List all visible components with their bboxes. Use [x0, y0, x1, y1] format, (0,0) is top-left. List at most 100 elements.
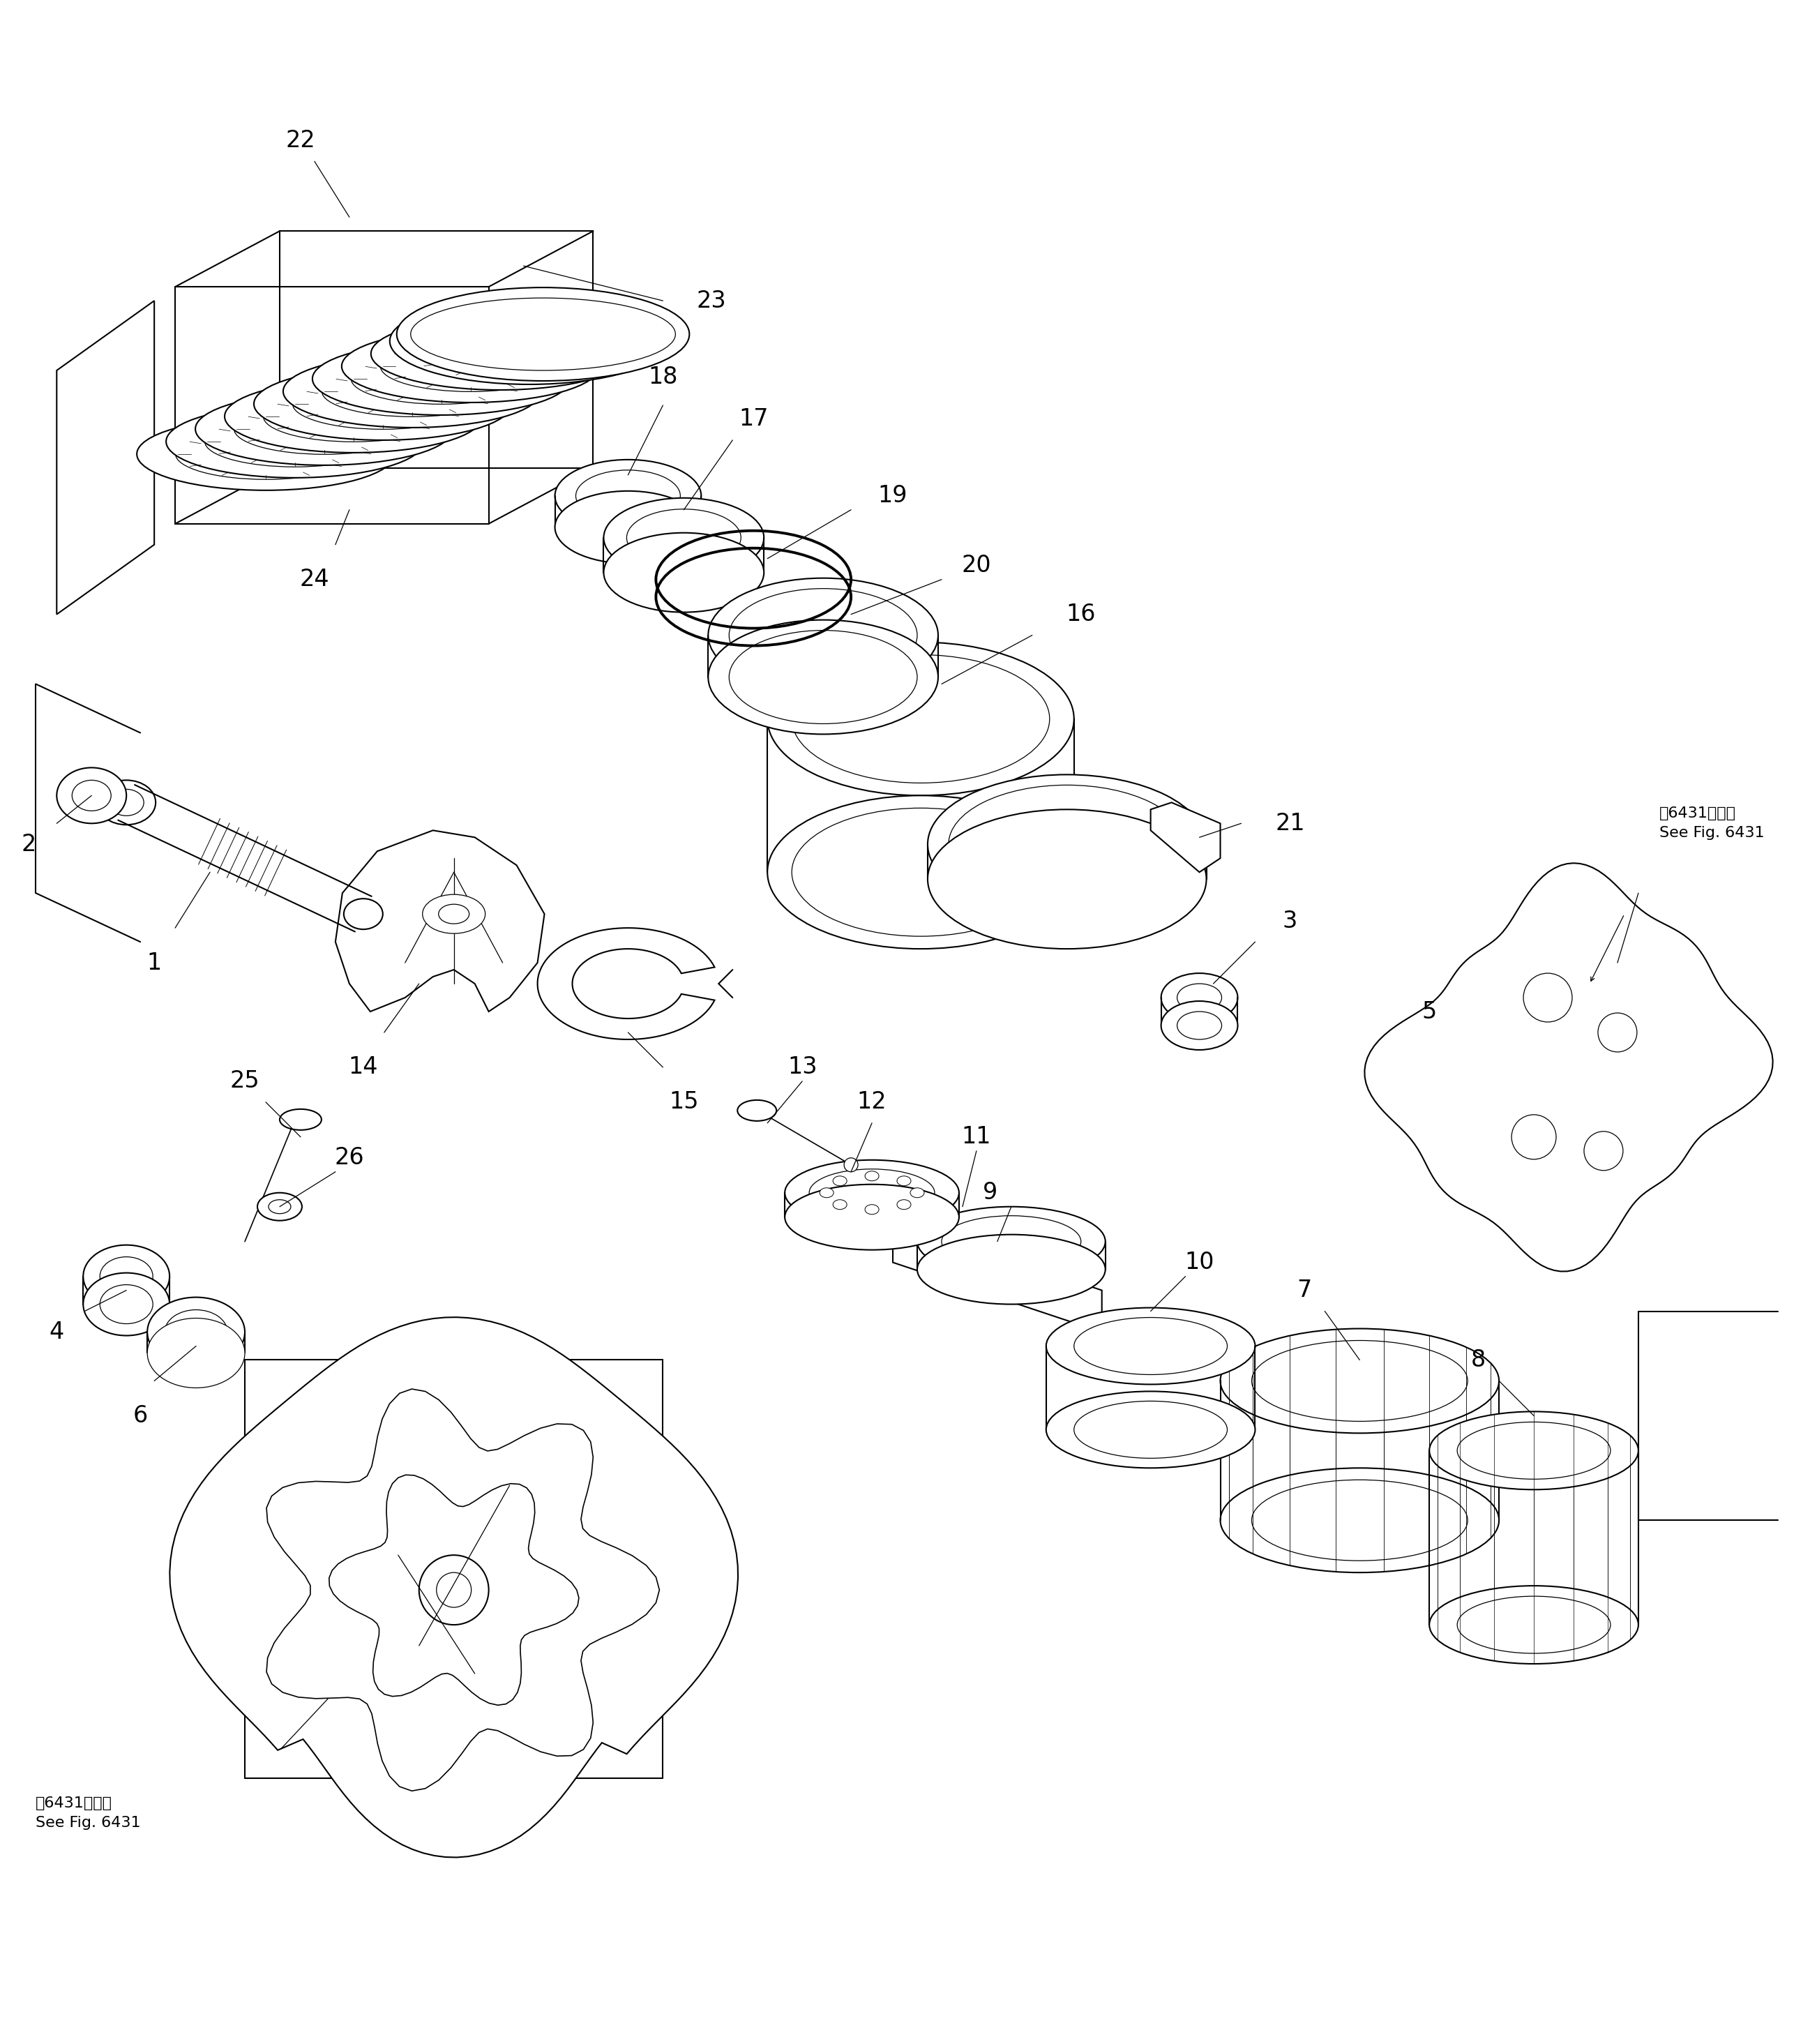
Text: 5: 5 [1423, 1000, 1437, 1024]
Polygon shape [336, 830, 545, 1012]
Text: 2: 2 [22, 832, 36, 856]
Ellipse shape [1221, 1468, 1499, 1572]
Text: 1: 1 [147, 950, 162, 975]
Ellipse shape [293, 378, 472, 429]
Ellipse shape [351, 354, 532, 405]
Ellipse shape [1252, 1341, 1468, 1421]
Ellipse shape [865, 1204, 879, 1214]
Ellipse shape [136, 417, 394, 491]
Text: 15: 15 [669, 1091, 698, 1114]
Polygon shape [538, 928, 714, 1040]
Ellipse shape [280, 1110, 322, 1130]
Polygon shape [329, 1476, 580, 1705]
Text: 17: 17 [740, 407, 769, 431]
Ellipse shape [898, 1175, 910, 1186]
Ellipse shape [176, 429, 356, 480]
Ellipse shape [56, 769, 127, 824]
Text: 19: 19 [878, 484, 908, 507]
Ellipse shape [767, 642, 1074, 795]
Ellipse shape [709, 619, 938, 734]
Text: 8: 8 [1470, 1349, 1486, 1372]
Text: 14: 14 [349, 1057, 378, 1079]
Text: 7: 7 [1297, 1280, 1312, 1302]
Ellipse shape [254, 368, 512, 439]
Ellipse shape [627, 509, 741, 566]
Ellipse shape [792, 807, 1050, 936]
Ellipse shape [84, 1245, 169, 1308]
Ellipse shape [809, 1169, 934, 1216]
Text: 22: 22 [285, 129, 316, 151]
Text: 第6431図参照
See Fig. 6431: 第6431図参照 See Fig. 6431 [36, 1797, 142, 1829]
Ellipse shape [865, 1171, 879, 1181]
Ellipse shape [1074, 1400, 1226, 1457]
Ellipse shape [928, 775, 1206, 914]
Ellipse shape [109, 789, 144, 816]
Ellipse shape [1047, 1392, 1256, 1468]
Ellipse shape [147, 1298, 245, 1367]
Ellipse shape [729, 589, 918, 683]
Ellipse shape [1221, 1329, 1499, 1433]
Ellipse shape [1161, 973, 1237, 1022]
Ellipse shape [263, 390, 443, 442]
Ellipse shape [819, 1188, 834, 1198]
Circle shape [436, 1572, 471, 1607]
Polygon shape [892, 1220, 1101, 1333]
Ellipse shape [438, 903, 469, 924]
Ellipse shape [1074, 1318, 1226, 1376]
Text: 3: 3 [1283, 910, 1297, 932]
Polygon shape [1365, 863, 1773, 1271]
Ellipse shape [423, 895, 485, 934]
Polygon shape [267, 1390, 660, 1791]
Ellipse shape [391, 298, 669, 384]
Text: 24: 24 [300, 568, 329, 591]
Ellipse shape [729, 630, 918, 724]
Ellipse shape [948, 785, 1185, 903]
Ellipse shape [225, 380, 483, 452]
Ellipse shape [409, 329, 591, 378]
Ellipse shape [165, 1310, 227, 1355]
Ellipse shape [1584, 1132, 1623, 1171]
Ellipse shape [73, 781, 111, 811]
Ellipse shape [96, 781, 156, 826]
Ellipse shape [234, 403, 414, 454]
Ellipse shape [832, 1175, 847, 1186]
Ellipse shape [832, 1200, 847, 1210]
Ellipse shape [1597, 1014, 1637, 1053]
Ellipse shape [100, 1286, 153, 1325]
Ellipse shape [792, 654, 1050, 783]
Polygon shape [1150, 803, 1221, 873]
Ellipse shape [1457, 1423, 1610, 1480]
Ellipse shape [396, 288, 689, 380]
Ellipse shape [165, 405, 423, 478]
Ellipse shape [554, 460, 701, 531]
Text: 16: 16 [1067, 603, 1096, 625]
Ellipse shape [709, 578, 938, 693]
Text: 9: 9 [983, 1181, 998, 1204]
Polygon shape [169, 1316, 738, 1858]
Ellipse shape [603, 499, 763, 576]
Ellipse shape [576, 470, 680, 521]
Text: 12: 12 [858, 1091, 887, 1114]
Ellipse shape [1177, 1012, 1221, 1040]
Ellipse shape [258, 1194, 302, 1220]
Ellipse shape [1512, 1114, 1555, 1159]
Text: 26: 26 [334, 1147, 363, 1169]
Ellipse shape [1047, 1308, 1256, 1384]
Text: 6: 6 [133, 1404, 147, 1427]
Ellipse shape [928, 809, 1206, 948]
Text: 4: 4 [49, 1320, 64, 1343]
Ellipse shape [342, 329, 600, 403]
Text: 21: 21 [1276, 811, 1305, 834]
Ellipse shape [918, 1206, 1105, 1275]
Text: 23: 23 [696, 290, 727, 313]
Text: 第6431図参照
See Fig. 6431: 第6431図参照 See Fig. 6431 [1659, 807, 1764, 840]
Ellipse shape [1430, 1412, 1639, 1490]
Circle shape [845, 1157, 858, 1171]
Ellipse shape [898, 1200, 910, 1210]
Ellipse shape [196, 392, 452, 466]
Ellipse shape [414, 311, 643, 372]
Text: 25: 25 [231, 1069, 260, 1094]
Text: 11: 11 [961, 1126, 992, 1149]
Ellipse shape [147, 1318, 245, 1388]
Ellipse shape [910, 1188, 925, 1198]
